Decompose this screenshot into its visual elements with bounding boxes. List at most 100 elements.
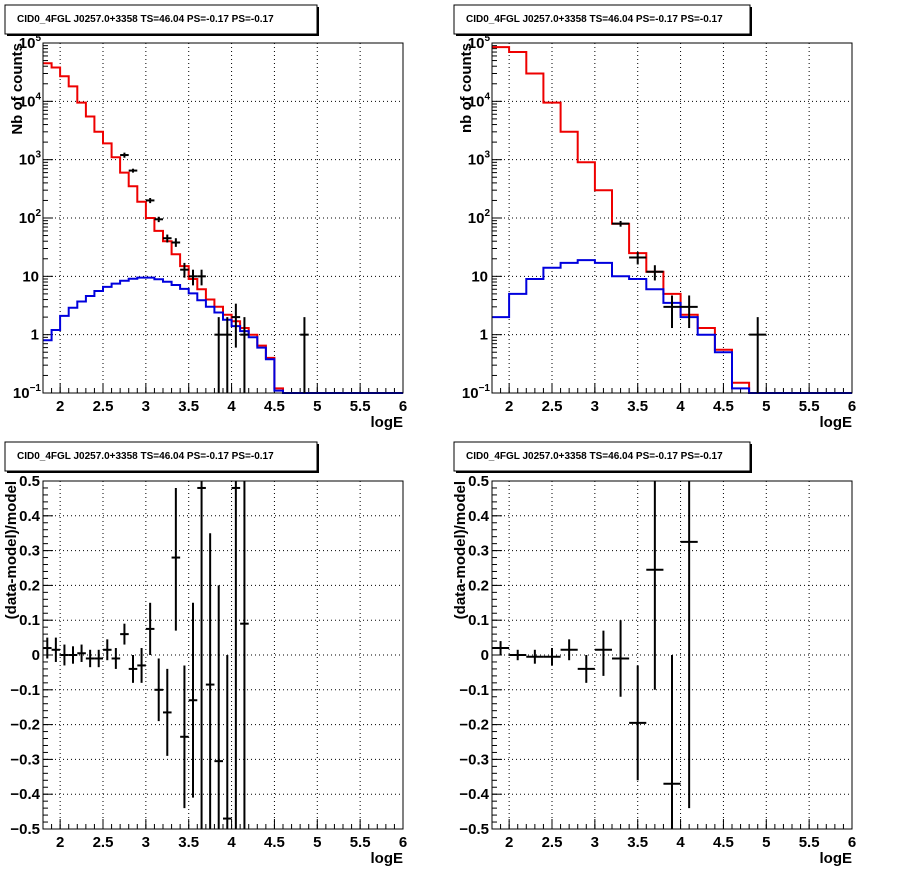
x-tick-label: 5 [313, 398, 321, 415]
y-tick-label: 0.4 [19, 508, 41, 525]
y-tick-label: 0.5 [468, 473, 489, 490]
y-tick-exponent: 4 [35, 91, 41, 102]
y-tick-exponent: −1 [479, 383, 491, 394]
title-box [4, 4, 318, 35]
counts-chart-left: CID0_4FGL J0257.0+3358 TS=46.04 PS=-0.17… [4, 4, 407, 431]
pad-residuals-left: CID0_4FGL J0257.0+3358 TS=46.04 PS=-0.17… [0, 437, 449, 875]
y-tick-label: 0.5 [19, 473, 40, 490]
x-tick-label: 3.5 [178, 398, 199, 415]
y-tick-base: 1 [31, 327, 39, 344]
y-tick-label: 10−1 [13, 383, 42, 402]
x-tick-label: 3 [142, 398, 150, 415]
y-tick-base: 10 [13, 385, 30, 402]
y-tick-label: −0.3 [10, 751, 40, 768]
y-tick-base: 10 [19, 35, 36, 52]
x-tick-label: 2.5 [542, 834, 563, 851]
x-tick-label: 6 [399, 398, 407, 415]
x-tick-label: 3.5 [627, 834, 648, 851]
y-axis-title: Nb of counts [9, 43, 26, 135]
chart-title: CID0_4FGL J0257.0+3358 TS=46.04 PS=-0.17… [466, 14, 723, 25]
title-box [453, 441, 751, 472]
y-tick-label: 104 [468, 91, 491, 110]
residuals-chart-right: CID0_4FGL J0257.0+3358 TS=46.04 PS=-0.17… [452, 441, 856, 867]
x-tick-label: 5 [762, 398, 770, 415]
y-tick-exponent: 3 [35, 150, 41, 161]
y-tick-label: 1 [480, 327, 488, 344]
x-tick-label: 2 [56, 834, 64, 851]
pad-counts-left: CID0_4FGL J0257.0+3358 TS=46.04 PS=-0.17… [0, 0, 449, 437]
y-tick-exponent: 3 [484, 150, 490, 161]
x-tick-label: 2 [56, 398, 64, 415]
x-tick-label: 2.5 [542, 398, 563, 415]
y-axis-title: (data-model)/model [3, 481, 20, 619]
y-tick-label: −0.4 [10, 786, 40, 803]
x-tick-label: 6 [848, 834, 856, 851]
y-tick-base: 10 [462, 385, 479, 402]
pad-residuals-right: CID0_4FGL J0257.0+3358 TS=46.04 PS=-0.17… [449, 437, 898, 875]
y-tick-exponent: −1 [30, 383, 42, 394]
y-tick-label: 0 [32, 647, 40, 664]
y-tick-label: 0.1 [19, 612, 40, 629]
y-tick-label: 105 [468, 33, 491, 52]
x-axis-title: logE [371, 414, 404, 431]
chart-title: CID0_4FGL J0257.0+3358 TS=46.04 PS=-0.17… [17, 451, 274, 462]
y-tick-label: 0.3 [19, 543, 40, 560]
y-tick-label: 102 [19, 208, 42, 227]
y-tick-label: 0 [481, 647, 489, 664]
x-tick-label: 4.5 [713, 398, 734, 415]
x-tick-label: 5.5 [350, 834, 371, 851]
y-tick-base: 10 [468, 35, 485, 52]
y-tick-base: 1 [480, 327, 488, 344]
x-tick-label: 4 [227, 834, 236, 851]
x-axis-title: logE [820, 850, 853, 867]
plot-frame [42, 480, 404, 830]
x-axis-title: logE [820, 414, 853, 431]
y-tick-label: −0.3 [459, 751, 489, 768]
plot-frame [42, 42, 404, 394]
x-tick-label: 2 [505, 398, 513, 415]
x-tick-label: 2 [505, 834, 513, 851]
x-tick-label: 2.5 [93, 834, 114, 851]
y-tick-exponent: 2 [484, 208, 490, 219]
x-tick-label: 3 [591, 398, 599, 415]
plot-frame [491, 42, 853, 394]
chart-title: CID0_4FGL J0257.0+3358 TS=46.04 PS=-0.17… [466, 451, 723, 462]
x-tick-label: 4 [676, 834, 685, 851]
y-tick-exponent: 5 [35, 33, 41, 44]
y-tick-label: 0.3 [468, 543, 489, 560]
y-tick-label: 103 [19, 150, 42, 169]
x-tick-label: 4 [227, 398, 236, 415]
y-tick-label: 1 [31, 327, 39, 344]
y-tick-label: 0.1 [468, 612, 489, 629]
y-tick-label: 105 [19, 33, 42, 52]
y-tick-base: 10 [19, 93, 36, 110]
x-tick-label: 6 [399, 834, 407, 851]
x-tick-label: 3 [591, 834, 599, 851]
y-tick-label: −0.1 [10, 682, 40, 699]
y-tick-exponent: 4 [484, 91, 490, 102]
x-tick-label: 5.5 [350, 398, 371, 415]
y-tick-label: −0.2 [459, 717, 489, 734]
counts-chart-right: CID0_4FGL J0257.0+3358 TS=46.04 PS=-0.17… [453, 4, 856, 431]
y-tick-base: 10 [468, 210, 485, 227]
x-tick-label: 2.5 [93, 398, 114, 415]
y-tick-base: 10 [468, 93, 485, 110]
x-tick-label: 4 [676, 398, 685, 415]
y-tick-label: 102 [468, 208, 491, 227]
y-tick-label: −0.1 [459, 682, 489, 699]
title-box [4, 441, 318, 472]
y-tick-label: 0.2 [468, 577, 489, 594]
y-tick-label: 0.2 [19, 577, 40, 594]
x-tick-label: 3 [142, 834, 150, 851]
title-box [453, 4, 751, 35]
x-axis-title: logE [371, 850, 404, 867]
x-tick-label: 3.5 [178, 834, 199, 851]
y-tick-label: −0.2 [10, 717, 40, 734]
y-tick-label: 104 [19, 91, 42, 110]
y-tick-label: 10−1 [462, 383, 491, 402]
x-tick-label: 5.5 [799, 834, 820, 851]
chart-title: CID0_4FGL J0257.0+3358 TS=46.04 PS=-0.17… [17, 14, 274, 25]
y-axis-title: nb of counts [458, 43, 475, 133]
x-tick-label: 6 [848, 398, 856, 415]
y-tick-label: −0.4 [459, 786, 489, 803]
